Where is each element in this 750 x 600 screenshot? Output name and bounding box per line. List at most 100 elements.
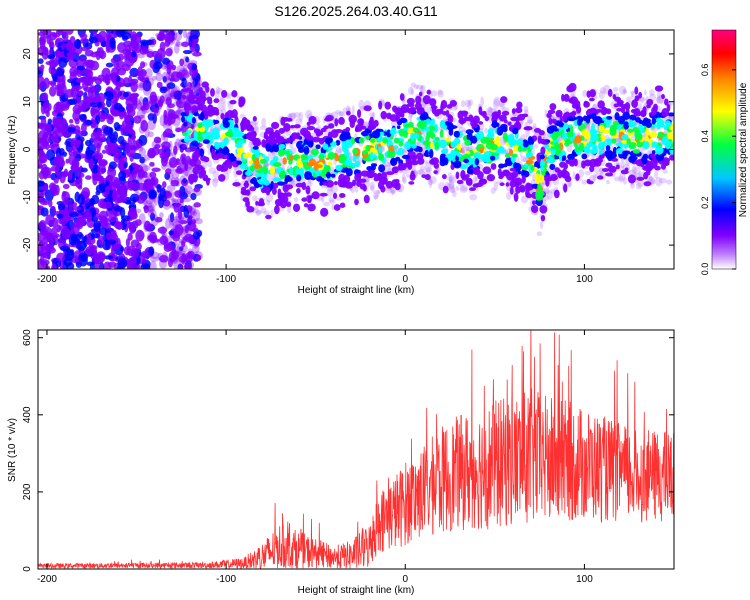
spectrogram-cell <box>276 136 283 146</box>
spectrogram-cell <box>630 94 634 100</box>
spectrogram-cell <box>172 245 183 257</box>
spectrogram-cell <box>182 94 187 100</box>
spectrogram-cell <box>283 122 291 132</box>
spectrogram-cell <box>626 138 631 144</box>
spectrogram-cell <box>338 111 344 117</box>
spectrogram-cell <box>145 68 153 79</box>
spectrogram-cell <box>478 121 484 125</box>
spectrogram-cell <box>110 97 118 104</box>
spectrogram-cell <box>200 155 208 162</box>
spectrogram-cell <box>650 178 656 185</box>
spectrogram-cell <box>149 256 160 262</box>
spectrogram-cell <box>523 126 531 131</box>
spectrogram-cell <box>293 197 299 203</box>
spectrogram-cell <box>365 135 370 141</box>
spectrogram-cell <box>401 154 411 160</box>
spectrogram-cell <box>456 179 464 185</box>
spectrogram-cell <box>123 246 131 256</box>
spectrogram-cell <box>163 30 169 33</box>
spectrogram-cell <box>146 172 152 180</box>
spectrogram-cell <box>158 258 168 269</box>
spectrogram-cell <box>221 147 230 155</box>
spectrogram-cell <box>466 168 474 175</box>
spectrogram-cell <box>60 103 70 111</box>
spectrogram-cell <box>666 179 673 185</box>
spectrogram-cell <box>664 120 671 124</box>
spectrogram-cell <box>148 77 154 86</box>
spectrogram-cell <box>335 146 344 154</box>
spectrogram-cell <box>123 77 130 86</box>
spectrogram-cell <box>76 172 85 178</box>
spectrogram-cell <box>328 146 333 151</box>
spectrogram-cell <box>416 141 422 147</box>
spectrogram-cell <box>419 84 426 94</box>
spectrogram-cell <box>298 147 305 153</box>
spectrogram-cell <box>152 113 157 124</box>
spectrogram-cell <box>389 157 398 166</box>
spectrogram-cell <box>265 214 272 220</box>
spectrogram-cell <box>141 107 148 115</box>
spectrogram-cell <box>345 168 353 177</box>
spectrogram-ytick-label: 0 <box>22 146 33 152</box>
spectrogram-cell <box>642 141 650 150</box>
spectrogram-cell <box>179 264 184 269</box>
spectrogram-cell <box>591 112 597 121</box>
spectrogram-cell <box>415 152 424 160</box>
spectrogram-cell <box>319 192 328 197</box>
spectrogram-cell <box>389 129 397 135</box>
spectrogram-cell <box>63 197 70 206</box>
spectrogram-cell <box>661 108 670 117</box>
spectrogram-cell <box>181 115 186 123</box>
spectrogram-cell <box>254 122 259 132</box>
spectrogram-cell <box>48 65 53 75</box>
spectrogram-cell <box>468 99 474 106</box>
spectrogram-cell <box>175 127 182 133</box>
spectrogram-cell <box>38 58 44 65</box>
spectrogram-cell <box>175 39 180 47</box>
spectrogram-cell <box>328 123 335 129</box>
spectrogram-cell <box>562 132 568 141</box>
spectrogram-cell <box>117 135 125 145</box>
spectrogram-cell <box>397 164 404 171</box>
spectrogram-cell <box>404 141 412 151</box>
spectrogram-cell <box>439 119 445 128</box>
spectrogram-cell <box>65 158 70 164</box>
spectrogram-cell <box>83 73 93 86</box>
spectrogram-cell <box>669 146 674 155</box>
spectrogram-cell <box>393 137 400 144</box>
spectrogram-cell <box>181 156 186 165</box>
spectrogram-cell <box>599 86 607 94</box>
spectrogram-cell <box>203 177 211 182</box>
spectrogram-cell <box>245 123 253 131</box>
spectrogram-cell <box>222 132 226 138</box>
spectrogram-cell <box>192 209 201 222</box>
spectrogram-cell <box>162 120 168 129</box>
spectrogram-cell <box>58 147 65 156</box>
spectrogram-cell <box>397 147 404 156</box>
spectrogram-cell <box>269 166 276 176</box>
spectrogram-cell <box>611 157 619 162</box>
spectrogram-cell <box>206 96 213 102</box>
spectrogram-cell <box>43 173 53 179</box>
spectrogram-cell <box>252 116 257 122</box>
spectrogram-cell <box>324 117 332 122</box>
spectrogram-cell <box>177 208 183 220</box>
spectrogram-cell <box>566 85 575 93</box>
spectrogram-cell <box>38 250 44 256</box>
spectrogram-cell <box>97 163 106 175</box>
spectrogram-cell <box>191 140 199 146</box>
spectrogram-cell <box>147 149 157 158</box>
spectrogram-cell <box>282 184 290 193</box>
spectrogram-cell <box>139 147 146 157</box>
spectrogram-cell <box>621 134 629 141</box>
spectrogram-cell <box>588 107 598 115</box>
spectrogram-cell <box>472 115 480 124</box>
spectrogram-cell <box>337 154 346 164</box>
spectrogram-cell <box>540 165 544 172</box>
spectrogram-cell <box>308 115 317 125</box>
spectrogram-cell <box>330 185 339 194</box>
spectrogram-cell <box>521 175 526 184</box>
spectrogram-cell <box>525 182 532 191</box>
spectrogram-cell <box>89 86 99 93</box>
spectrogram-cell <box>664 98 669 106</box>
